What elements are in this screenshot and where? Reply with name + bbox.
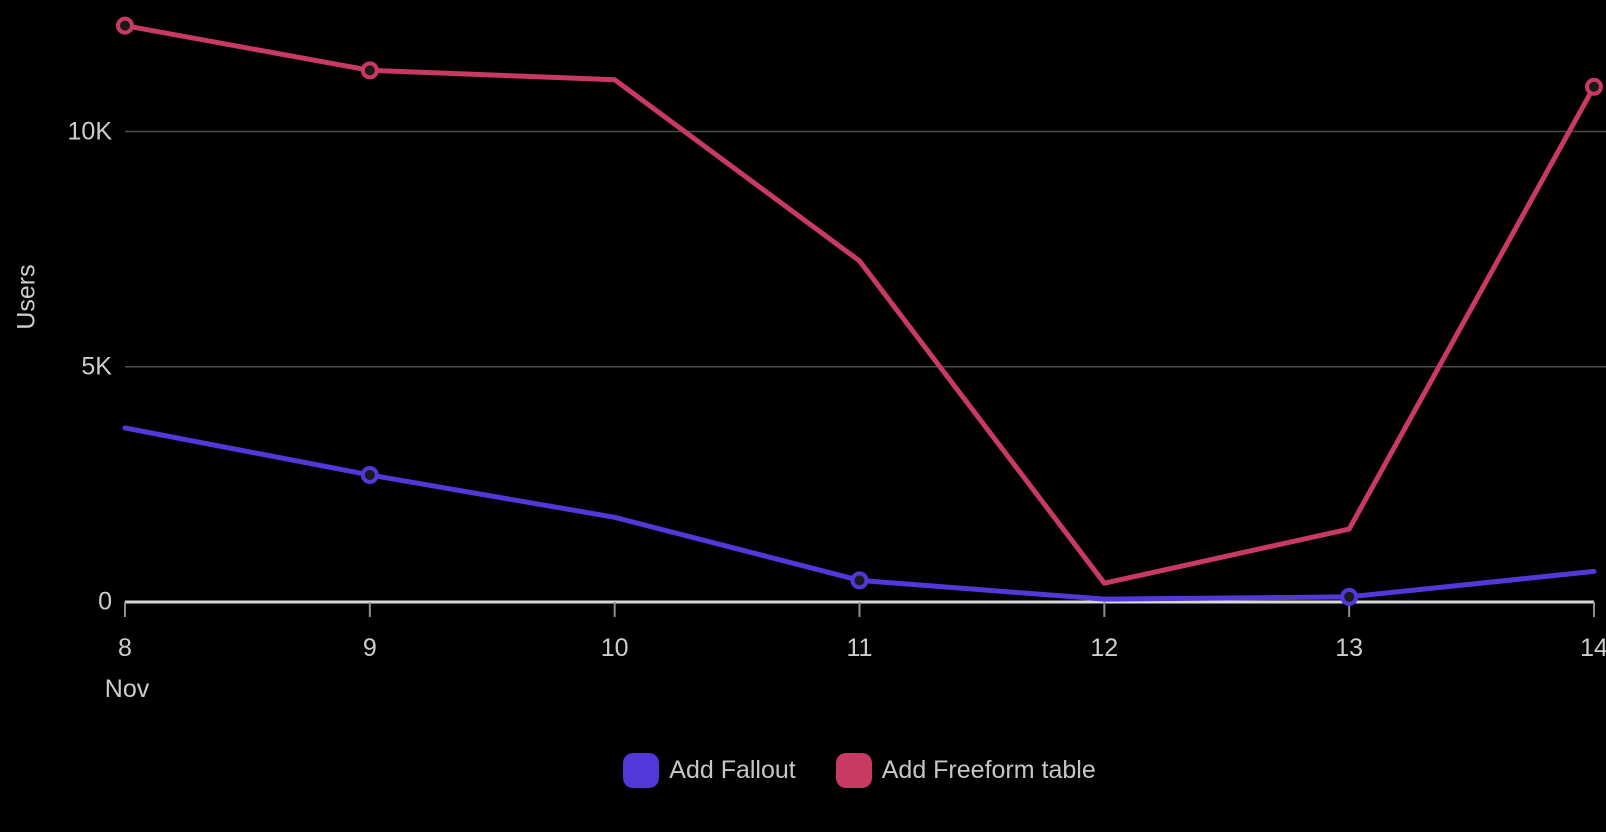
legend-label: Add Fallout — [669, 755, 796, 784]
x-tick-label-13: 13 — [1335, 634, 1364, 662]
y-tick-label-0: 0 — [98, 587, 112, 616]
data-point-add-freeform-table-14[interactable] — [1584, 77, 1603, 96]
x-tick-label-9: 9 — [362, 634, 377, 662]
x-tick-label-12: 12 — [1090, 634, 1119, 662]
legend-swatch-icon — [623, 752, 660, 788]
legend-label: Add Freeform table — [881, 755, 1096, 784]
data-point-add-freeform-table-8[interactable] — [116, 16, 134, 35]
y-axis-title: Users — [12, 264, 41, 330]
x-axis-month-label: Nov — [104, 675, 150, 703]
x-tick-label-8: 8 — [118, 634, 132, 662]
data-point-add-freeform-table-9[interactable] — [360, 61, 379, 80]
data-point-add-fallout-11[interactable] — [850, 571, 869, 590]
series-line-add-freeform-table[interactable] — [122, 23, 1597, 586]
legend-item-add-freeform-table[interactable]: Add Freeform table — [835, 752, 1096, 788]
x-tick-label-11: 11 — [846, 634, 873, 662]
y-tick-label-5K: 5K — [81, 352, 112, 381]
data-point-add-fallout-9[interactable] — [360, 465, 379, 484]
chart-legend: Add Fallout Add Freeform table — [125, 752, 1594, 788]
data-point-add-fallout-13[interactable] — [1340, 587, 1359, 606]
x-tick-label-14: 14 — [1580, 634, 1606, 662]
y-tick-label-10K: 10K — [67, 117, 112, 145]
legend-item-add-fallout[interactable]: Add Fallout — [623, 752, 796, 788]
x-tick-label-10: 10 — [600, 634, 629, 662]
legend-swatch-icon — [835, 752, 872, 788]
